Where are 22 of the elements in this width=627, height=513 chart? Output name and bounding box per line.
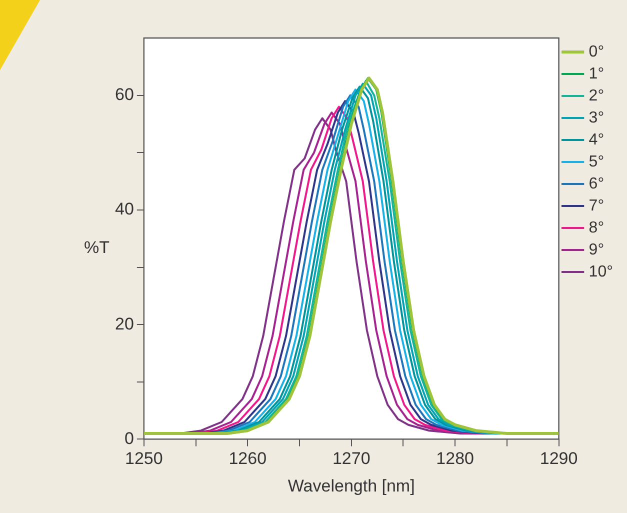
- legend-label: 9°: [588, 241, 604, 258]
- legend-label: 2°: [588, 87, 604, 104]
- y-tick-label: 60: [114, 85, 134, 104]
- legend-label: 10°: [588, 263, 614, 280]
- x-tick-label: 1250: [124, 449, 163, 468]
- y-tick-label: 0: [124, 428, 134, 448]
- legend-label: 7°: [588, 197, 604, 214]
- x-tick-label: 1260: [228, 449, 267, 468]
- legend-label: 1°: [588, 65, 604, 82]
- legend-label: 6°: [588, 175, 604, 192]
- legend-label: 5°: [588, 153, 604, 170]
- x-axis-title: Wavelength [nm]: [288, 476, 415, 496]
- x-tick-label: 1280: [436, 449, 474, 468]
- legend-label: 4°: [588, 131, 604, 148]
- y-tick-label: 40: [114, 200, 134, 219]
- y-axis-title: %T: [84, 238, 110, 258]
- x-tick-label: 1290: [540, 449, 578, 468]
- y-tick-label: 20: [114, 314, 134, 334]
- legend-label: 8°: [588, 219, 604, 236]
- legend-label: 0°: [588, 43, 604, 60]
- x-tick-label: 1270: [332, 449, 370, 468]
- legend-label: 3°: [588, 109, 604, 126]
